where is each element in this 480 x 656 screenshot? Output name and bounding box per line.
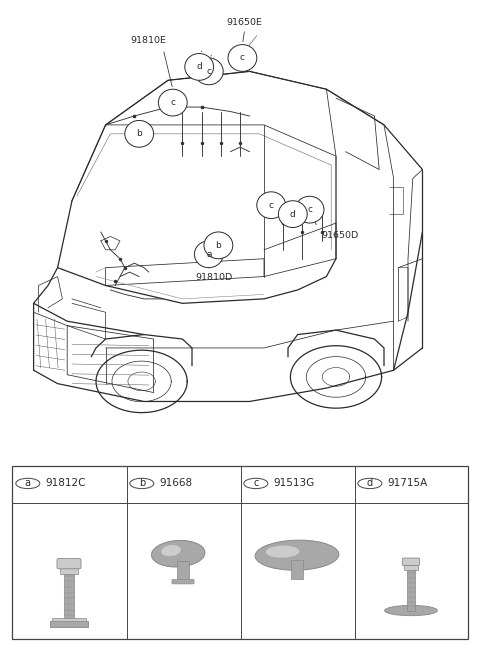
Text: c: c (307, 205, 312, 214)
FancyBboxPatch shape (177, 561, 189, 582)
Bar (12, 466, 468, 640)
FancyBboxPatch shape (60, 567, 78, 574)
Circle shape (228, 45, 257, 72)
Text: b: b (136, 129, 142, 138)
FancyBboxPatch shape (291, 560, 303, 579)
Circle shape (278, 201, 307, 228)
Ellipse shape (152, 541, 205, 567)
Circle shape (204, 232, 233, 258)
Circle shape (158, 89, 187, 116)
FancyBboxPatch shape (404, 565, 418, 570)
Text: 91513G: 91513G (274, 478, 315, 489)
Text: b: b (139, 478, 145, 489)
Circle shape (257, 192, 286, 218)
FancyBboxPatch shape (64, 564, 74, 617)
Circle shape (130, 478, 154, 489)
Text: c: c (206, 67, 211, 76)
Ellipse shape (255, 540, 339, 570)
Text: 91810E: 91810E (131, 35, 167, 45)
Circle shape (194, 241, 223, 268)
FancyBboxPatch shape (57, 558, 81, 569)
Ellipse shape (384, 605, 437, 616)
FancyBboxPatch shape (172, 579, 194, 584)
Text: 91650D: 91650D (322, 231, 359, 240)
Text: c: c (253, 478, 259, 489)
Text: 91812C: 91812C (46, 478, 86, 489)
FancyBboxPatch shape (50, 621, 88, 627)
Ellipse shape (161, 545, 181, 556)
Text: d: d (290, 210, 296, 218)
Circle shape (185, 54, 214, 80)
Text: a: a (206, 250, 212, 258)
Text: 91810D: 91810D (195, 273, 232, 282)
Circle shape (16, 478, 40, 489)
Circle shape (194, 58, 223, 85)
Circle shape (358, 478, 382, 489)
Text: c: c (170, 98, 175, 107)
Text: c: c (240, 54, 245, 62)
Circle shape (244, 478, 268, 489)
Text: 91650E: 91650E (227, 18, 263, 27)
Text: d: d (196, 62, 202, 72)
Text: 91715A: 91715A (388, 478, 428, 489)
FancyBboxPatch shape (402, 558, 420, 565)
Text: d: d (367, 478, 373, 489)
Text: a: a (25, 478, 31, 489)
Circle shape (125, 121, 154, 147)
Text: 91668: 91668 (159, 478, 193, 489)
Ellipse shape (266, 546, 300, 558)
Circle shape (295, 196, 324, 223)
Text: c: c (269, 201, 274, 210)
Text: b: b (216, 241, 221, 250)
FancyBboxPatch shape (52, 617, 86, 621)
FancyBboxPatch shape (407, 569, 415, 611)
